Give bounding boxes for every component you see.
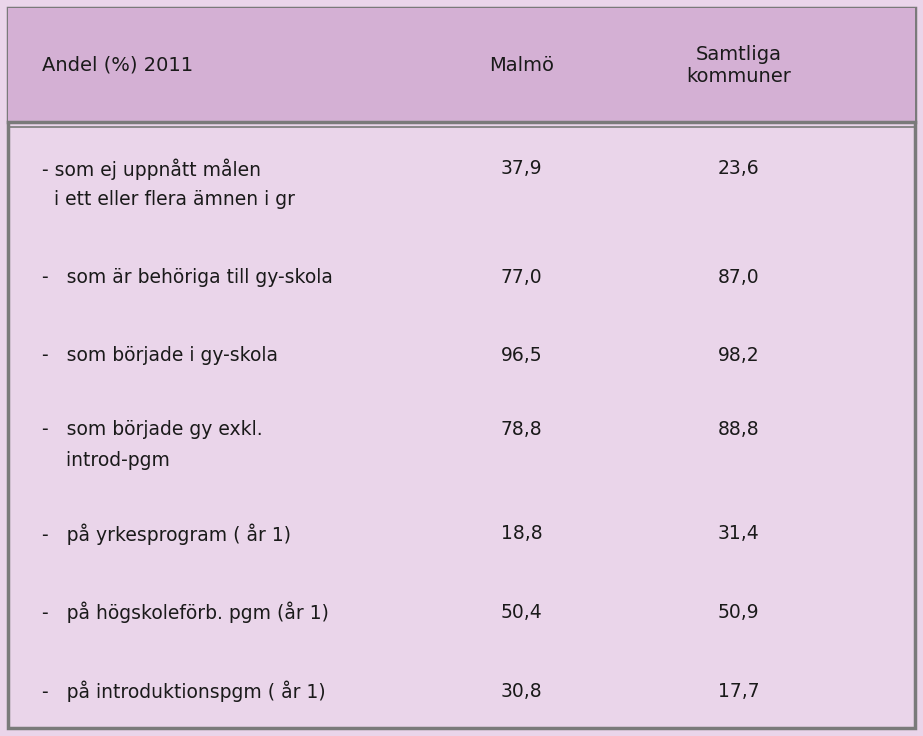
Text: 50,4: 50,4 — [500, 603, 543, 622]
Text: Samtliga
kommuner: Samtliga kommuner — [686, 45, 791, 85]
Text: Andel (%) 2011: Andel (%) 2011 — [42, 55, 193, 74]
Text: -   som började gy exkl.: - som började gy exkl. — [42, 420, 262, 439]
Text: 37,9: 37,9 — [500, 159, 543, 178]
Text: introd-pgm: introd-pgm — [42, 450, 170, 470]
Text: 77,0: 77,0 — [500, 267, 543, 286]
Text: 18,8: 18,8 — [500, 524, 543, 543]
Text: 87,0: 87,0 — [717, 267, 760, 286]
Text: Malmö: Malmö — [489, 55, 554, 74]
Text: -   på högskoleförb. pgm (år 1): - på högskoleförb. pgm (år 1) — [42, 602, 329, 623]
Text: 98,2: 98,2 — [717, 346, 760, 365]
Text: 78,8: 78,8 — [500, 420, 543, 439]
Text: i ett eller flera ämnen i gr: i ett eller flera ämnen i gr — [42, 190, 294, 209]
Text: 31,4: 31,4 — [717, 524, 760, 543]
Text: 88,8: 88,8 — [717, 420, 760, 439]
Text: 30,8: 30,8 — [500, 682, 543, 701]
Text: 96,5: 96,5 — [500, 346, 543, 365]
Text: -   på introduktionspgm ( år 1): - på introduktionspgm ( år 1) — [42, 681, 325, 702]
Text: 50,9: 50,9 — [717, 603, 760, 622]
Text: - som ej uppnått målen: - som ej uppnått målen — [42, 158, 260, 180]
Text: -   som började i gy-skola: - som började i gy-skola — [42, 346, 278, 365]
Text: -   på yrkesprogram ( år 1): - på yrkesprogram ( år 1) — [42, 523, 291, 545]
Text: -   som är behöriga till gy-skola: - som är behöriga till gy-skola — [42, 267, 332, 286]
Bar — [8, 8, 915, 122]
Text: 17,7: 17,7 — [717, 682, 760, 701]
Text: 23,6: 23,6 — [717, 159, 760, 178]
